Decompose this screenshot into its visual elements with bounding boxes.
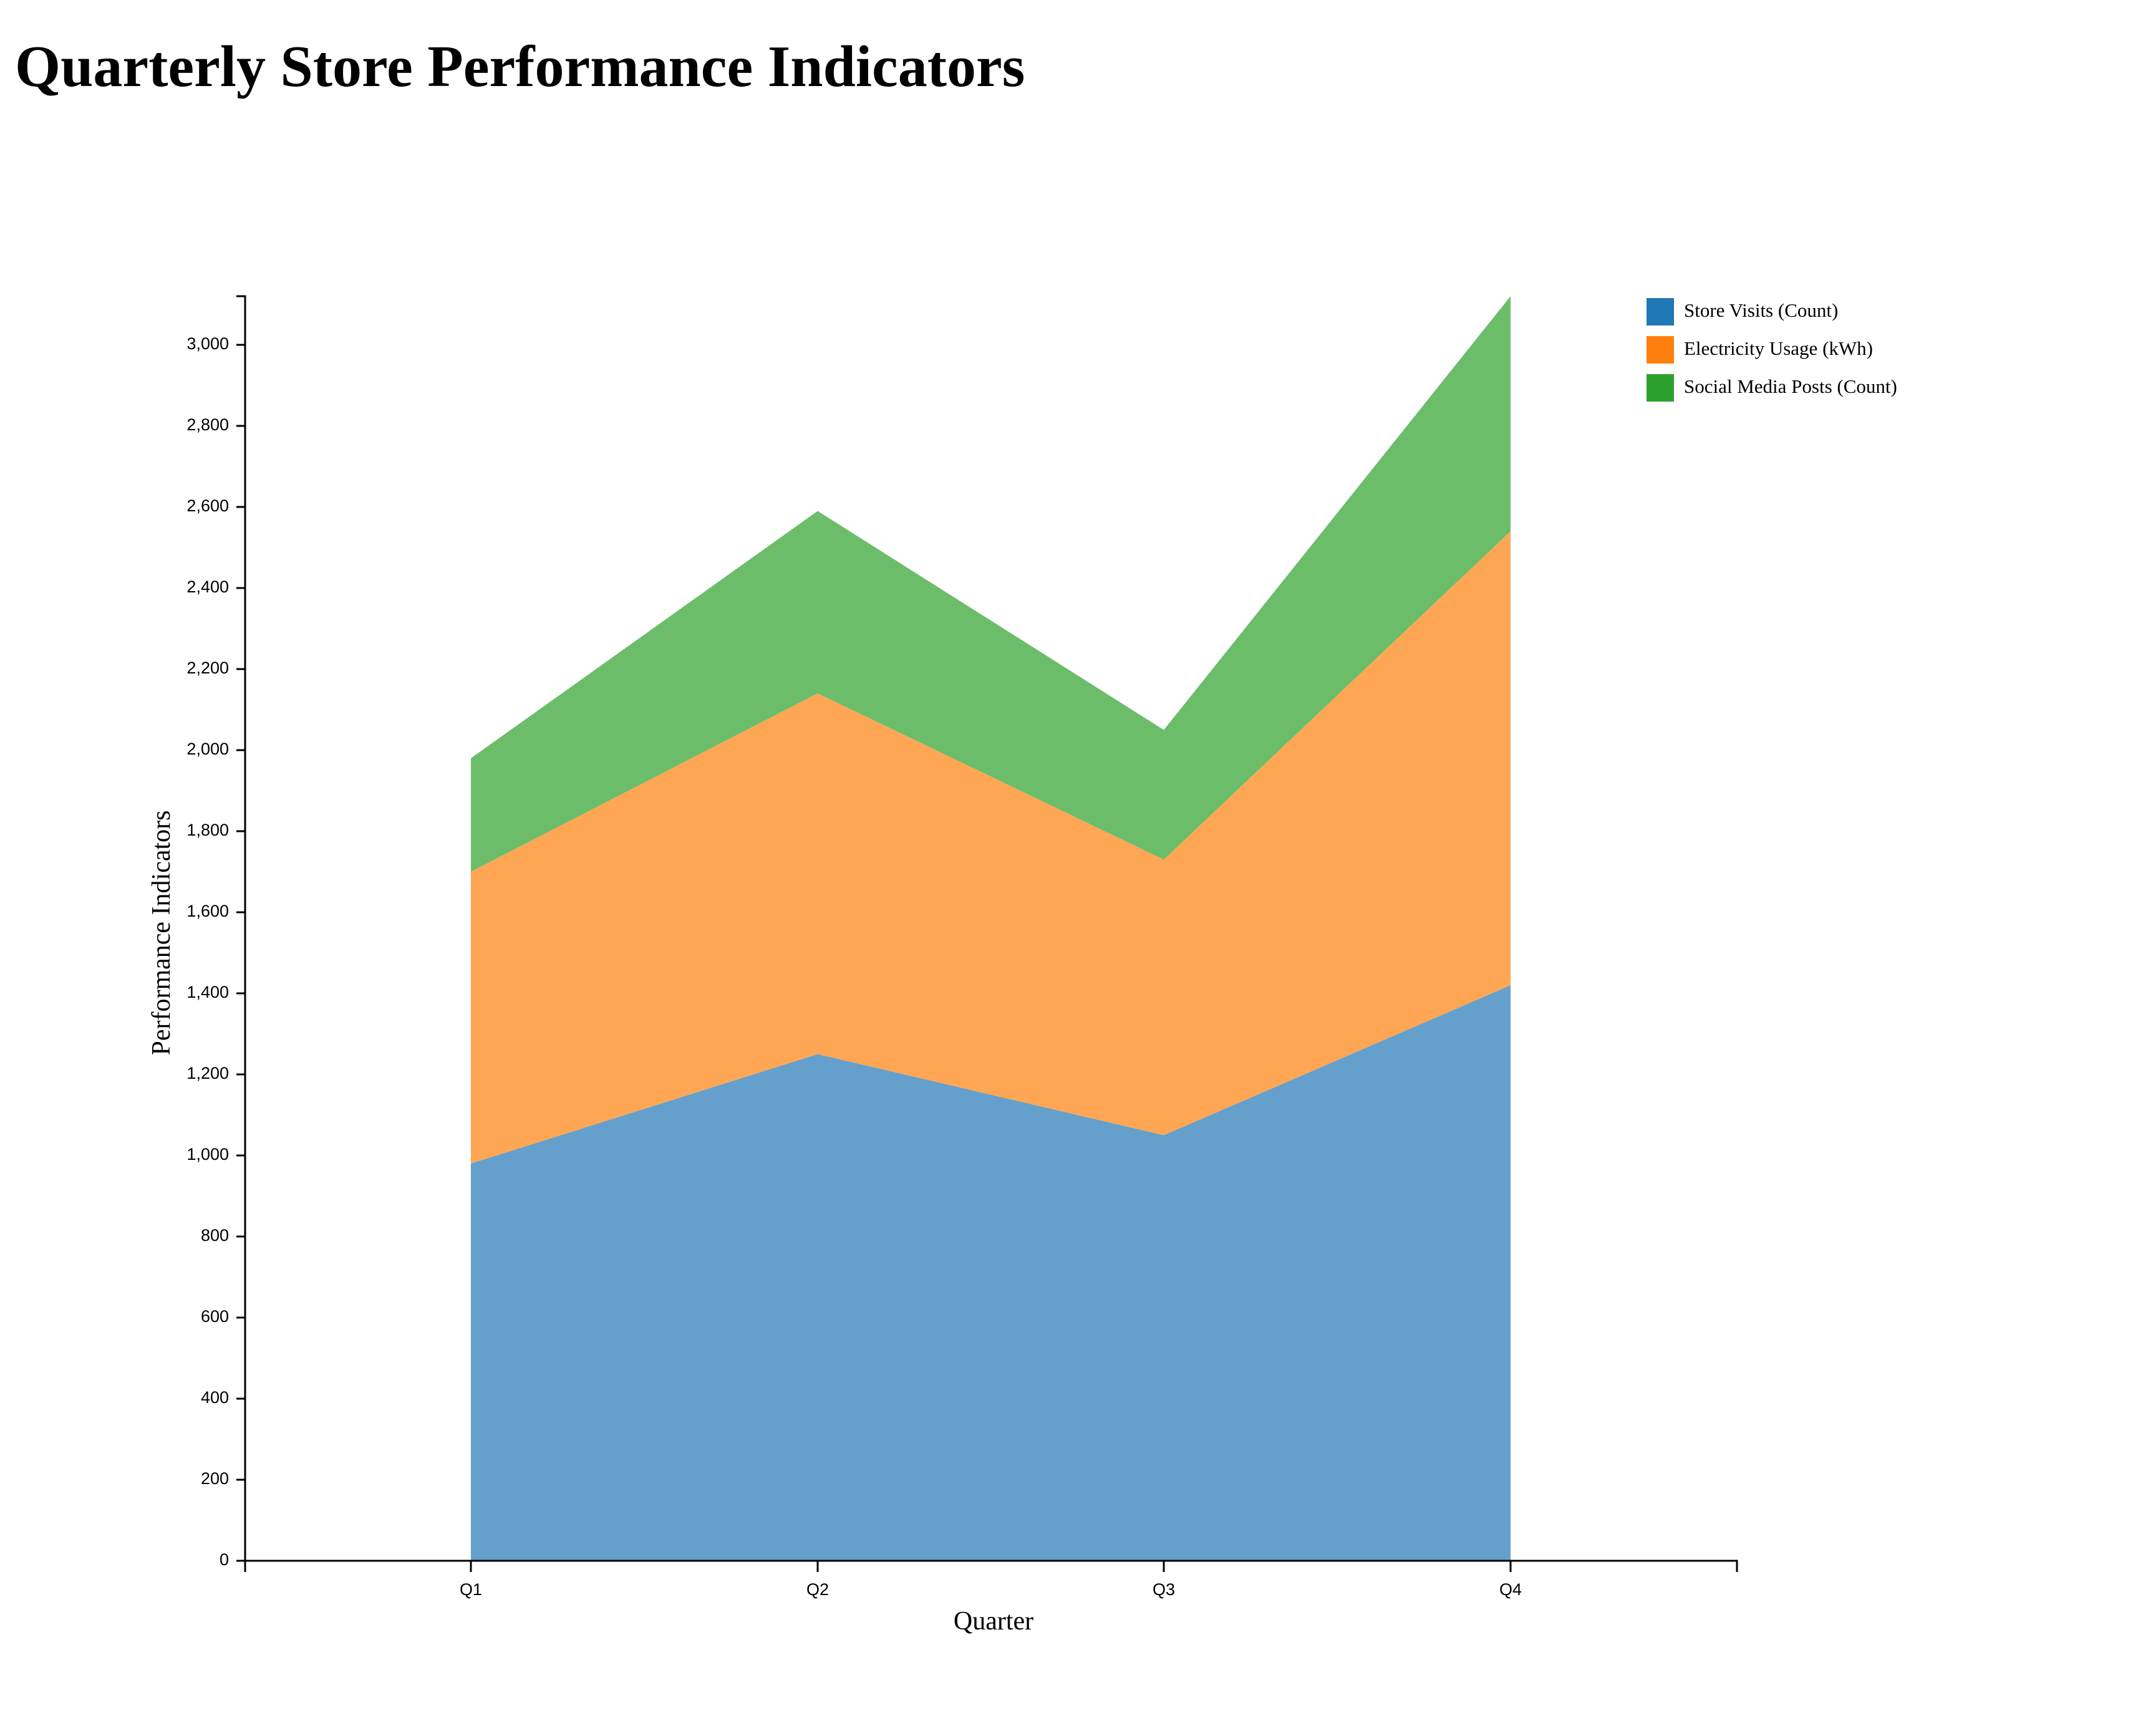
- legend-swatch: [1647, 336, 1674, 364]
- x-tick-label: Q3: [1153, 1580, 1175, 1599]
- x-tick-label: Q4: [1499, 1580, 1522, 1599]
- x-tick-label: Q2: [806, 1580, 829, 1599]
- y-tick-label: 2,000: [186, 740, 229, 758]
- y-tick-label: 0: [220, 1550, 229, 1569]
- chart-title: Quarterly Store Performance Indicators: [15, 34, 1025, 99]
- y-tick-label: 2,600: [186, 496, 229, 515]
- y-tick-label: 1,800: [186, 821, 229, 839]
- area-series-group: [471, 296, 1511, 1561]
- y-tick-label: 2,400: [186, 577, 229, 596]
- area-series-2: [471, 531, 1511, 1164]
- y-tick-label: 1,000: [186, 1145, 229, 1164]
- y-tick-label: 1,400: [186, 983, 229, 1001]
- legend-label: Social Media Posts (Count): [1684, 375, 1897, 397]
- y-tick-label: 3,000: [186, 334, 229, 353]
- legend-label: Electricity Usage (kWh): [1684, 337, 1873, 359]
- y-tick-label: 800: [201, 1226, 229, 1245]
- area-series-1: [471, 985, 1511, 1561]
- x-axis-line: [244, 1560, 1738, 1572]
- x-axis-title: Quarter: [954, 1607, 1033, 1636]
- y-axis-line: [236, 295, 246, 1562]
- x-tick-label: Q1: [460, 1580, 482, 1599]
- y-tick-label: 200: [201, 1469, 229, 1488]
- y-tick-label: 400: [201, 1388, 229, 1407]
- legend-swatch: [1647, 298, 1674, 326]
- x-axis: Q1 Q2 Q3 Q4: [244, 1560, 1738, 1599]
- legend-label: Store Visits (Count): [1684, 299, 1838, 321]
- y-axis-title: Performance Indicators: [147, 811, 176, 1056]
- y-axis: 0 200 400 600 800 1,000 1,200 1,400 1,600 1,800 2,…: [186, 295, 246, 1569]
- y-tick-label: 600: [201, 1307, 229, 1326]
- y-tick-label: 2,800: [186, 415, 229, 434]
- legend-swatch: [1647, 374, 1674, 402]
- y-tick-label: 2,200: [186, 658, 229, 677]
- y-tick-label: 1,600: [186, 902, 229, 920]
- legend: Store Visits (Count) Electricity Usage (k…: [1647, 298, 1897, 402]
- area-series-3: [471, 296, 1511, 872]
- y-tick-label: 1,200: [186, 1064, 229, 1083]
